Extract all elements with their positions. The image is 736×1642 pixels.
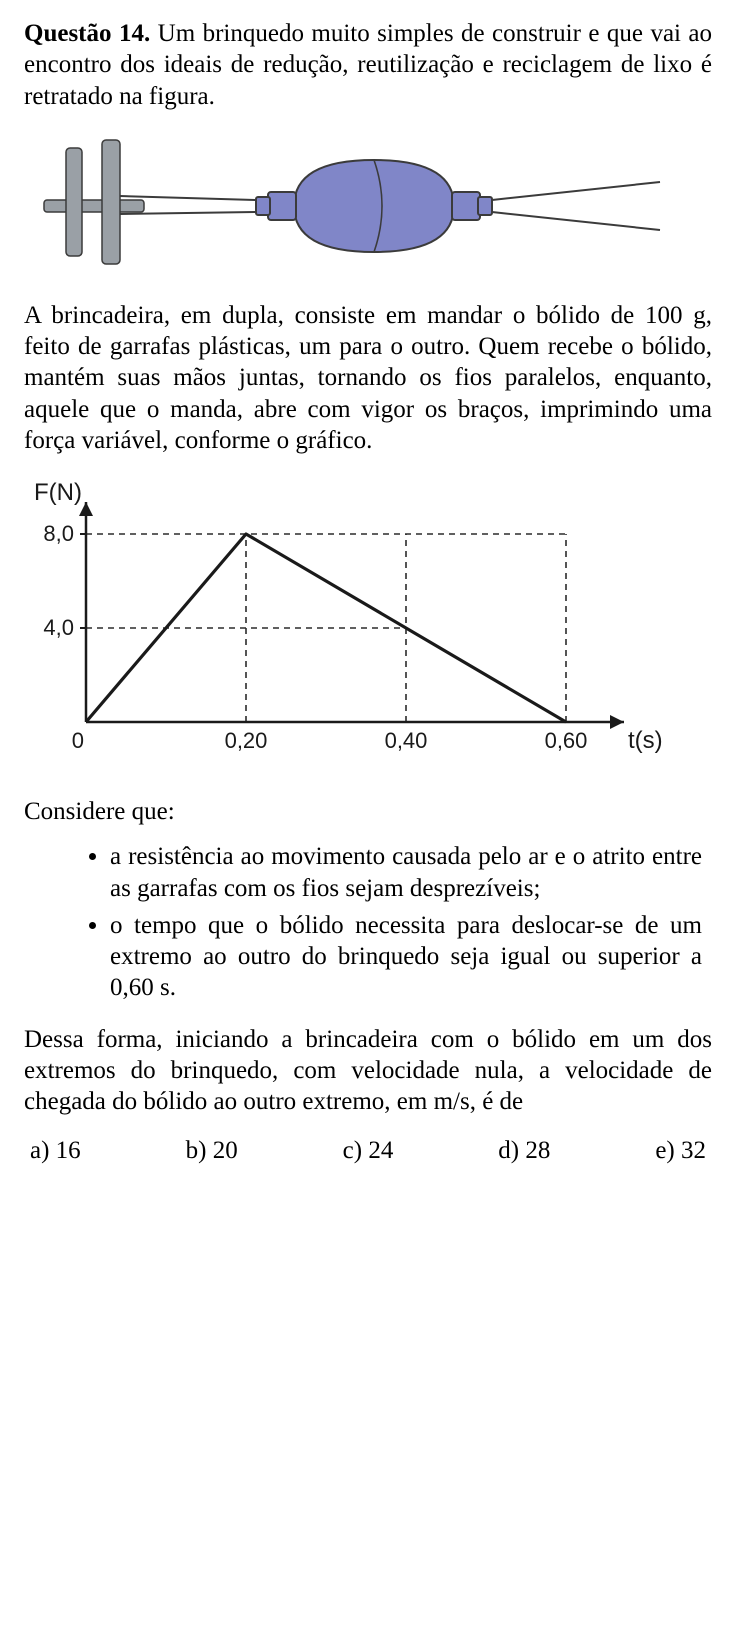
considerations-list: a resistência ao movimento causada pelo … [24,841,712,1003]
considerations-block: Considere que: a resistência ao moviment… [24,796,712,1004]
svg-text:t(s): t(s) [628,727,663,754]
toy-figure [24,130,712,280]
svg-text:8,0: 8,0 [43,521,74,546]
considerations-title: Considere que: [24,796,712,827]
question-number: Questão 14. [24,20,150,47]
answer-option: c) 24 [343,1135,394,1166]
consideration-item: a resistência ao movimento causada pelo … [110,841,712,904]
question-final: Dessa forma, iniciando a brincadeira com… [24,1024,712,1118]
svg-text:4,0: 4,0 [43,615,74,640]
force-time-chart: 4,0 8,0 0 0,20 0,40 0,60 F(N) t(s) [24,474,712,774]
svg-text:0,20: 0,20 [225,728,268,753]
answer-option: a) 16 [30,1135,81,1166]
answer-option: e) 32 [655,1135,706,1166]
svg-text:F(N): F(N) [34,479,82,506]
answer-options: a) 16 b) 20 c) 24 d) 28 e) 32 [24,1135,712,1166]
chart-svg: 4,0 8,0 0 0,20 0,40 0,60 F(N) t(s) [24,474,664,774]
question-intro: Questão 14. Um brinquedo muito simples d… [24,18,712,112]
toy-illustration [24,130,664,280]
question-body: A brincadeira, em dupla, consiste em man… [24,300,712,456]
answer-option: d) 28 [498,1135,550,1166]
svg-text:0,40: 0,40 [385,728,428,753]
svg-text:0,60: 0,60 [545,728,588,753]
svg-text:0: 0 [72,728,84,753]
answer-option: b) 20 [186,1135,238,1166]
consideration-item: o tempo que o bólido necessita para desl… [110,910,712,1004]
